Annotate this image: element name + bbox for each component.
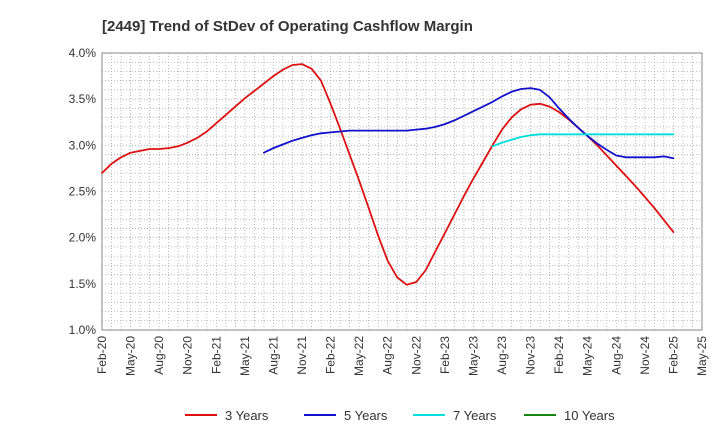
x-tick-label: Feb-23 xyxy=(438,336,452,374)
x-tick-label: May-24 xyxy=(581,336,595,376)
legend-label-5-years: 5 Years xyxy=(344,408,388,423)
chart-title: [2449] Trend of StDev of Operating Cashf… xyxy=(102,18,473,35)
x-tick-label: Nov-20 xyxy=(181,336,195,375)
x-tick-label: Feb-24 xyxy=(552,336,566,374)
x-tick-label: May-21 xyxy=(238,336,252,376)
y-tick-label: 1.5% xyxy=(69,277,97,291)
legend: 3 Years 5 Years 7 Years 10 Years xyxy=(185,408,615,423)
x-tick-label: May-23 xyxy=(466,336,480,376)
x-tick-label: Nov-21 xyxy=(295,336,309,375)
x-tick-label: May-20 xyxy=(124,336,138,376)
series-line-5-years xyxy=(263,87,675,160)
plot-frame xyxy=(101,52,703,331)
x-tick-label: Nov-24 xyxy=(638,336,652,375)
x-tick-label: Nov-22 xyxy=(409,336,423,375)
x-tick-label: Feb-25 xyxy=(666,336,680,374)
x-tick-label: Aug-22 xyxy=(381,336,395,375)
y-tick-label: 1.0% xyxy=(69,323,97,337)
y-tick-label: 2.5% xyxy=(69,185,97,199)
x-tick-label: Aug-24 xyxy=(609,336,623,375)
legend-label-10-years: 10 Years xyxy=(564,408,615,423)
legend-label-7-years: 7 Years xyxy=(453,408,497,423)
x-tick-label: May-22 xyxy=(352,336,366,376)
y-tick-label: 3.0% xyxy=(69,138,97,152)
y-tick-label: 4.0% xyxy=(69,46,97,60)
x-tick-label: May-25 xyxy=(695,336,709,376)
x-tick-label: Feb-22 xyxy=(324,336,338,374)
x-tick-label: Aug-20 xyxy=(152,336,166,375)
y-axis: 1.0% 1.5% 2.0% 2.5% 3.0% 3.5% 4.0% xyxy=(69,46,97,337)
x-tick-label: Aug-23 xyxy=(495,336,509,375)
series-line-7-years xyxy=(491,133,675,148)
grid xyxy=(101,52,703,331)
x-tick-label: Feb-20 xyxy=(95,336,109,374)
y-tick-label: 2.0% xyxy=(69,231,97,245)
x-tick-label: Nov-23 xyxy=(524,336,538,375)
series-lines xyxy=(101,63,675,286)
x-tick-label: Aug-21 xyxy=(266,336,280,375)
legend-label-3-years: 3 Years xyxy=(225,408,269,423)
y-tick-label: 3.5% xyxy=(69,92,97,106)
x-axis: Feb-20 May-20 Aug-20 Nov-20 Feb-21 May-21 Aug-… xyxy=(95,336,709,376)
x-tick-label: Feb-21 xyxy=(209,336,223,374)
